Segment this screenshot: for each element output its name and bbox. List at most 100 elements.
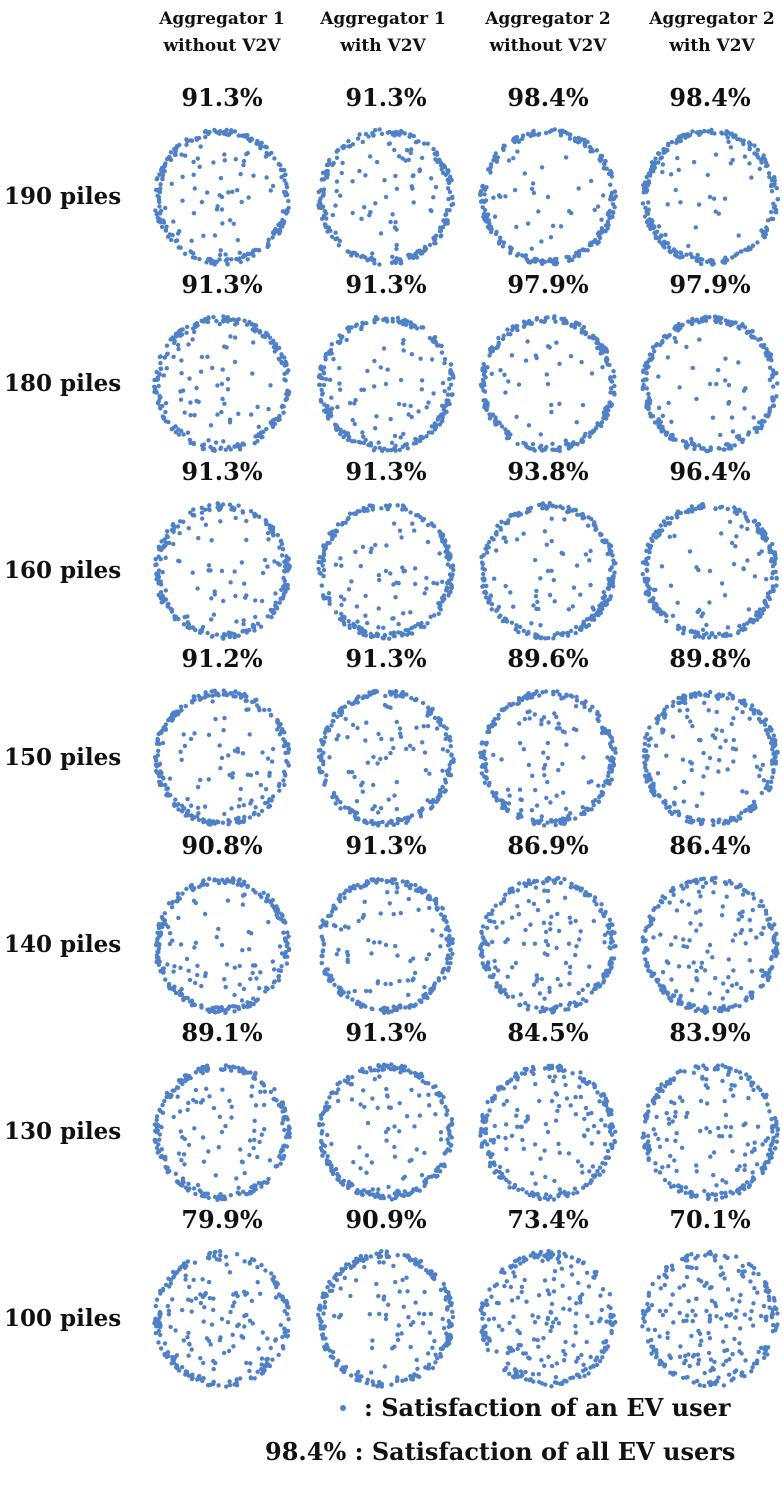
ev-user-point	[588, 548, 593, 554]
ev-user-point	[481, 372, 487, 377]
ev-user-point	[184, 324, 190, 330]
ev-user-point	[392, 433, 398, 439]
ev-user-point	[403, 628, 408, 633]
ev-user-point	[589, 807, 594, 812]
ev-user-point	[573, 320, 578, 325]
ev-user-point	[237, 250, 242, 255]
ev-user-point	[714, 727, 719, 732]
ev-user-point	[249, 798, 254, 803]
ev-user-point	[180, 388, 186, 393]
ev-user-point	[344, 337, 349, 343]
ev-user-point	[656, 714, 661, 719]
ev-user-point	[250, 970, 255, 976]
ev-user-point	[216, 502, 221, 507]
ev-user-point	[548, 235, 554, 240]
ev-user-point	[365, 620, 370, 626]
ev-user-point	[157, 372, 162, 377]
ev-user-point	[523, 927, 528, 933]
ev-user-point	[222, 152, 227, 157]
ev-user-point	[192, 731, 197, 736]
ev-user-point	[282, 730, 287, 735]
ev-user-point	[341, 990, 346, 995]
ev-user-point	[736, 360, 741, 365]
ev-user-point	[510, 327, 515, 333]
ev-user-point	[524, 443, 529, 449]
ev-user-point	[442, 389, 447, 394]
ev-user-point	[669, 419, 674, 424]
ev-user-point	[763, 601, 768, 607]
ev-user-point	[526, 423, 532, 428]
ev-user-point	[681, 693, 686, 698]
ev-user-point	[725, 130, 731, 135]
scatter-r2-c2	[316, 314, 456, 453]
ev-user-point	[643, 205, 648, 210]
ev-user-point	[173, 797, 178, 802]
ev-user-point	[756, 337, 761, 342]
ev-user-point	[448, 369, 453, 374]
ev-user-point	[443, 736, 448, 742]
ev-user-point	[419, 378, 425, 383]
ev-user-point	[337, 365, 342, 371]
ev-user-point	[392, 793, 397, 798]
satisfaction-label-r1-c2: 91.3%	[345, 83, 427, 112]
ev-user-point	[674, 512, 679, 518]
ev-user-point	[393, 220, 398, 225]
ev-user-point	[360, 320, 365, 325]
ev-user-point	[644, 377, 649, 382]
ev-user-point	[571, 585, 577, 590]
ev-user-point	[775, 749, 780, 754]
ev-user-point	[488, 593, 493, 598]
ev-user-point	[321, 942, 327, 947]
ev-user-point	[648, 398, 653, 403]
ev-user-point	[754, 764, 760, 769]
ev-user-point	[578, 1001, 583, 1007]
ev-user-point	[187, 977, 193, 983]
ev-user-point	[597, 984, 602, 989]
ev-user-point	[574, 563, 580, 568]
ev-user-point	[640, 572, 645, 577]
ev-user-point	[187, 376, 192, 381]
ev-user-point	[675, 626, 681, 632]
ev-user-point	[277, 781, 282, 787]
scatter-r1-c4	[640, 127, 781, 267]
ev-user-point	[612, 930, 617, 935]
ev-user-point	[505, 327, 510, 332]
ev-user-point	[189, 138, 195, 143]
ev-user-point	[553, 822, 558, 828]
ev-user-point	[532, 132, 537, 137]
ev-user-point	[554, 818, 559, 823]
ev-user-point	[587, 430, 593, 435]
ev-user-point	[321, 596, 327, 601]
ev-user-point	[656, 374, 661, 379]
ev-user-point	[273, 416, 278, 422]
ev-user-point	[373, 821, 378, 826]
ev-user-point	[188, 249, 194, 255]
ev-user-point	[545, 568, 551, 574]
ev-user-point	[505, 787, 511, 792]
ev-user-point	[480, 377, 486, 383]
ev-user-point	[399, 129, 404, 134]
ev-user-point	[162, 163, 168, 169]
ev-user-point	[551, 689, 556, 694]
ev-user-point	[538, 1009, 543, 1014]
ev-user-point	[210, 365, 215, 371]
ev-user-point	[323, 735, 328, 740]
ev-user-point	[419, 251, 425, 256]
column-header-4: Aggregator 2 with V2V	[632, 6, 782, 60]
ev-user-point	[286, 763, 291, 768]
ev-user-point	[327, 975, 332, 981]
ev-user-point	[369, 546, 374, 551]
ev-user-point	[247, 815, 253, 820]
ev-user-point	[430, 804, 435, 809]
scatter-r3-c1	[153, 501, 292, 641]
ev-user-point	[644, 753, 649, 759]
ev-user-point	[667, 809, 672, 814]
ev-user-point	[437, 229, 443, 234]
ev-user-point	[221, 598, 226, 604]
ev-user-point	[538, 623, 543, 628]
ev-user-point	[279, 541, 285, 547]
ev-user-point	[199, 318, 204, 323]
ev-user-point	[218, 766, 223, 771]
ev-user-point	[395, 503, 400, 508]
ev-user-point	[545, 779, 550, 785]
